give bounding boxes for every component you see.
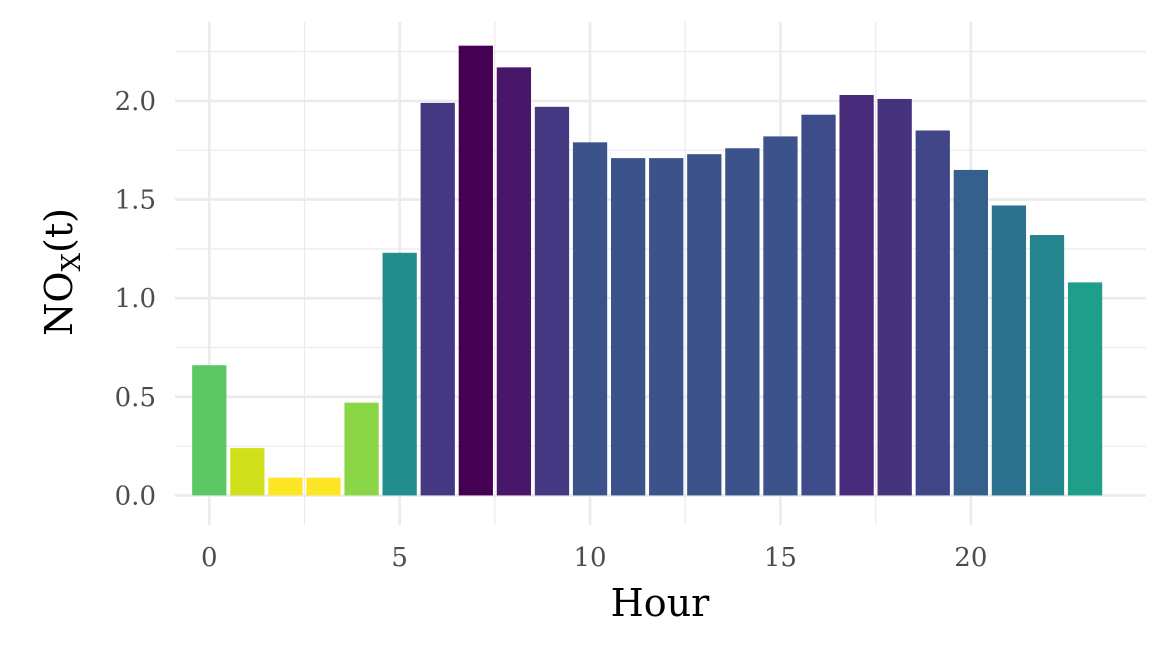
bar-hour-4 [344,402,379,496]
bars [192,45,1103,496]
x-tick-label: 0 [201,543,218,573]
bar-hour-11 [610,158,646,496]
y-tick-label: 1.0 [115,284,156,314]
bar-hour-3 [306,477,341,496]
bar-hour-14 [725,148,760,496]
bar-hour-1 [230,448,265,496]
bar-hour-20 [953,169,988,496]
y-axis-ticks: 0.0 0.5 1.0 1.5 2.0 [115,87,156,512]
bar-hour-8 [496,67,532,496]
bar-hour-22 [1029,235,1065,496]
bar-hour-9 [534,106,570,496]
y-axis-title-main: NO [37,272,81,336]
bar-hour-7 [458,45,493,496]
y-tick-label: 1.5 [115,186,156,216]
bar-hour-17 [839,94,874,496]
y-tick-label: 0.0 [115,481,156,511]
bar-hour-0 [192,365,227,496]
x-axis-ticks: 0 5 10 15 20 [201,543,987,573]
bar-hour-15 [763,136,798,496]
y-tick-label: 0.5 [115,383,156,413]
bar-hour-13 [687,154,722,496]
x-axis-title: Hour [611,581,710,625]
bar-hour-6 [420,102,455,496]
x-tick-label: 5 [391,543,408,573]
y-axis-title-subscript: X [57,253,87,272]
bar-hour-23 [1067,282,1103,496]
bar-hour-12 [649,158,684,496]
x-tick-label: 20 [954,543,987,573]
bar-hour-18 [877,98,912,496]
x-tick-label: 15 [764,543,797,573]
bar-hour-16 [801,114,836,496]
bar-hour-5 [382,252,417,496]
y-tick-label: 2.0 [115,87,156,117]
y-axis-title: NOX(t) [37,208,87,336]
bar-hour-21 [991,205,1027,496]
bar-hour-10 [572,142,608,496]
bar-hour-2 [268,477,303,496]
x-tick-label: 10 [574,543,607,573]
bar-hour-19 [915,130,950,496]
y-axis-title-argument: (t) [37,208,81,253]
